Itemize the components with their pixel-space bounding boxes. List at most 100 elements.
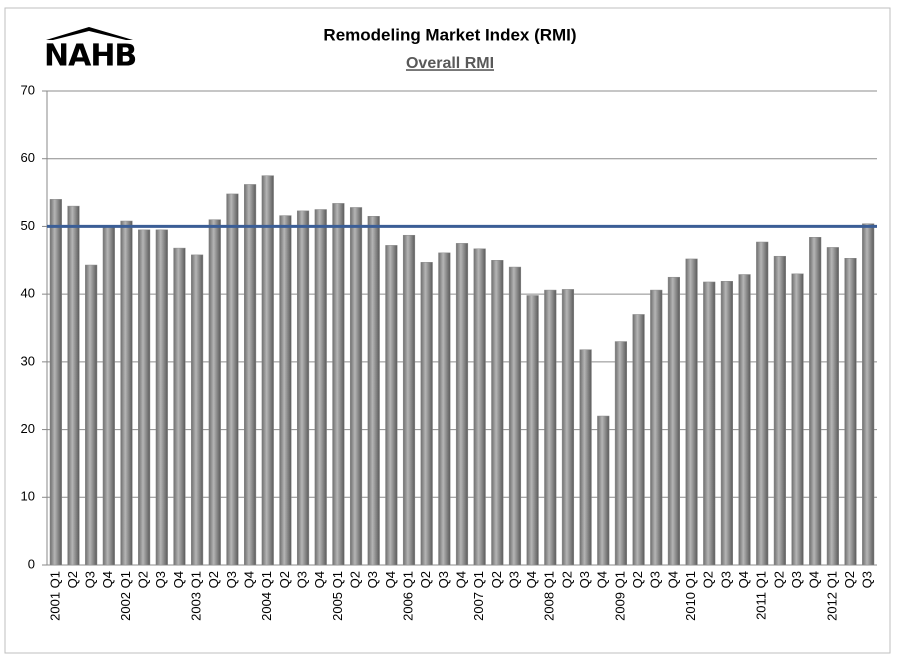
x-tick-label: Q4 — [595, 571, 610, 588]
x-tick-label: 2007 Q1 — [471, 571, 486, 621]
bar — [844, 258, 857, 566]
logo-roof — [46, 27, 133, 40]
bar — [632, 314, 645, 566]
x-tick-label: 2004 Q1 — [259, 571, 274, 621]
bar — [349, 207, 363, 566]
bar — [862, 223, 875, 566]
bar — [261, 175, 274, 566]
bar — [67, 205, 80, 566]
bar — [597, 415, 610, 566]
x-tick-label: Q4 — [383, 571, 398, 588]
x-tick-label: Q2 — [277, 571, 292, 588]
x-tick-label: 2009 Q1 — [612, 571, 627, 621]
x-tick-label: 2012 Q1 — [824, 571, 839, 621]
y-tick-label: 0 — [28, 556, 35, 571]
x-tick-label: Q4 — [171, 571, 186, 588]
bar — [296, 210, 310, 566]
bar — [385, 245, 398, 566]
x-tick-label: Q2 — [489, 571, 504, 588]
x-tick-label: 2005 Q1 — [330, 571, 345, 621]
bar — [508, 266, 522, 566]
bar — [120, 220, 133, 566]
x-tick-label: Q3 — [224, 571, 239, 588]
bar — [650, 289, 663, 566]
bar — [526, 295, 539, 566]
bar — [720, 281, 733, 566]
bar — [332, 203, 345, 566]
y-tick-label: 50 — [21, 218, 35, 233]
x-tick-label: Q3 — [153, 571, 168, 588]
x-tick-label: Q2 — [630, 571, 645, 588]
bar — [685, 258, 698, 566]
x-tick-label: 2011 Q1 — [754, 571, 769, 620]
bar — [703, 281, 716, 566]
x-tick-label: Q3 — [577, 571, 592, 588]
x-tick-label: Q4 — [665, 571, 680, 588]
x-tick-label: Q3 — [295, 571, 310, 588]
bar — [420, 262, 433, 566]
bar — [279, 215, 292, 566]
x-tick-label: Q3 — [648, 571, 663, 588]
bar — [102, 226, 115, 566]
bar — [226, 193, 239, 566]
y-tick-label: 30 — [21, 353, 35, 368]
bar — [155, 229, 168, 566]
bar — [314, 209, 327, 566]
x-tick-label: Q4 — [524, 571, 539, 588]
x-tick-label: Q4 — [736, 571, 751, 588]
bar — [473, 248, 486, 566]
x-tick-label: Q2 — [701, 571, 716, 588]
y-tick-label: 70 — [21, 82, 35, 97]
x-tick-label: Q2 — [418, 571, 433, 588]
y-tick-label: 60 — [21, 150, 35, 165]
x-tick-label: Q4 — [453, 571, 468, 588]
bar — [49, 199, 62, 566]
x-tick-label: Q4 — [100, 571, 115, 588]
x-tick-label: Q3 — [789, 571, 804, 588]
x-tick-label: Q4 — [807, 571, 822, 588]
x-tick-label: 2003 Q1 — [189, 571, 204, 621]
x-tick-label: Q2 — [842, 571, 857, 588]
x-tick-label: 2002 Q1 — [118, 571, 133, 621]
bar — [667, 276, 680, 566]
bar — [191, 254, 204, 566]
x-tick-label: Q4 — [312, 571, 327, 588]
bar — [614, 341, 628, 566]
bar — [208, 219, 221, 566]
chart-subtitle: Overall RMI — [406, 55, 494, 72]
x-tick-label: Q3 — [436, 571, 451, 588]
bar — [402, 234, 416, 566]
x-tick-label: Q3 — [860, 571, 875, 588]
x-tick-label: Q3 — [718, 571, 733, 588]
chart-title: Remodeling Market Index (RMI) — [323, 25, 576, 44]
bar — [491, 260, 504, 566]
x-tick-label: 2001 Q1 — [47, 571, 62, 621]
bar — [244, 184, 257, 566]
bar — [438, 252, 451, 566]
bar — [791, 273, 804, 566]
logo: NAHB — [44, 39, 136, 74]
x-tick-label: 2006 Q1 — [400, 571, 415, 621]
bar — [561, 289, 575, 566]
x-tick-label: Q4 — [242, 571, 257, 588]
x-tick-label: Q2 — [771, 571, 786, 588]
bar — [738, 274, 751, 566]
bar — [579, 349, 592, 566]
bar — [773, 255, 786, 566]
x-tick-label: Q2 — [136, 571, 151, 588]
x-tick-label: Q2 — [206, 571, 221, 588]
bar — [826, 247, 839, 566]
x-tick-label: Q2 — [559, 571, 574, 588]
bar — [756, 241, 769, 566]
x-tick-label: 2008 Q1 — [542, 571, 557, 621]
x-tick-label: 2010 Q1 — [683, 571, 698, 621]
x-tick-label: Q3 — [506, 571, 521, 588]
bar — [544, 289, 557, 566]
x-tick-label: Q2 — [347, 571, 362, 588]
x-tick-label: Q3 — [365, 571, 380, 588]
frame — [4, 7, 891, 654]
bar — [173, 247, 186, 566]
bar — [85, 264, 98, 566]
bar — [138, 229, 151, 566]
y-tick-label: 20 — [21, 421, 35, 436]
